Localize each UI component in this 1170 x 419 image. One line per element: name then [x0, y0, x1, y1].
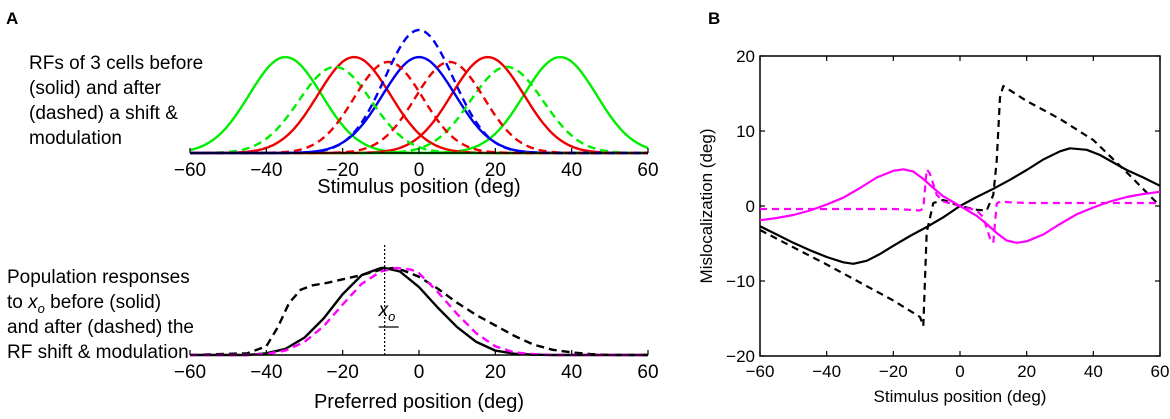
chart-a-bottom: −60 −40 −20 0 20 40 60 Preferred position (deg… — [7, 245, 659, 413]
a-bottom-annotation-var: x — [27, 292, 39, 313]
a-top-curves — [189, 28, 649, 155]
a-bottom-annotation-line-1: Population responses — [7, 267, 190, 288]
a-top-annotation-line-4: modulation — [29, 128, 122, 149]
a-bottom-tick-label: −60 — [174, 362, 206, 383]
b-xtick-label: −20 — [879, 362, 908, 381]
a-bottom-annotation-line-2: to xo before (solid) — [7, 292, 161, 316]
b-xtick-label: 40 — [1084, 362, 1103, 381]
b-xtick-label: −40 — [812, 362, 841, 381]
panel-b-label: B — [708, 9, 720, 28]
a-bottom-curves — [189, 266, 648, 357]
a-bottom-series-after-dashed-black — [189, 266, 648, 357]
a-top-series-red-dashed-left — [190, 60, 648, 155]
a-top-series-green-dashed-right — [190, 65, 649, 155]
a-bottom-ticks: −60 −40 −20 0 20 40 60 — [174, 350, 659, 383]
a-bottom-tick-label: −40 — [250, 362, 282, 383]
b-curves — [759, 84, 1161, 328]
a-top-series-red-dashed-right — [190, 60, 648, 155]
a-bottom-tick-label: 40 — [561, 362, 582, 383]
b-ytick-label: 10 — [736, 122, 755, 141]
a-top-tick-label: 60 — [637, 160, 658, 181]
a-top-tick-label: 40 — [561, 160, 582, 181]
a-bottom-series-before-solid — [190, 266, 648, 357]
chart-a-top: −60 −40 −20 0 20 40 60 Stimulus position (deg)… — [29, 28, 659, 198]
a-top-series-green-dashed-left — [190, 65, 648, 155]
a-top-tick-label: 20 — [485, 160, 506, 181]
a-bottom-tick-label: 20 — [485, 362, 506, 383]
b-xlabel: Stimulus position (deg) — [874, 387, 1047, 406]
a-bottom-annotation-suffix: before (solid) — [45, 292, 161, 313]
b-ytick-label: −10 — [726, 272, 755, 291]
a-top-tick-label: −20 — [327, 160, 359, 181]
a-top-tick-label: −40 — [250, 160, 282, 181]
a-bottom-tick-label: 0 — [414, 362, 425, 383]
x0-marker-var: x — [378, 300, 390, 321]
a-bottom-tick-label: −20 — [327, 362, 359, 383]
b-xtick-label: 0 — [955, 362, 964, 381]
b-ytick-label: −20 — [726, 347, 755, 366]
a-top-annotation-line-3: (dashed) a shift & — [29, 103, 178, 124]
a-top-tick-label: 0 — [414, 160, 425, 181]
b-ytick-label: 0 — [746, 197, 755, 216]
b-xtick-label: 60 — [1151, 362, 1170, 381]
panel-a-label: A — [6, 9, 18, 28]
chart-b: −60 −40 −20 0 20 40 60 −20 −10 0 10 20 Stimulus pos… — [697, 47, 1169, 406]
b-xtick-label: 20 — [1017, 362, 1036, 381]
a-top-xlabel: Stimulus position (deg) — [317, 176, 520, 198]
a-bottom-tick-label: 60 — [637, 362, 658, 383]
x0-marker-sub: o — [388, 309, 395, 324]
a-bottom-series-after-dashed-magenta — [190, 266, 648, 357]
b-series-magenta-dashed — [760, 168, 1160, 244]
a-top-annotation-line-2: (solid) and after — [29, 78, 162, 99]
a-top-annotation-line-1: RFs of 3 cells before — [29, 53, 203, 74]
b-ylabel: Mislocalization (deg) — [697, 129, 716, 284]
a-top-series-red-solid-right — [190, 55, 648, 155]
b-ytick-label: 20 — [736, 47, 755, 66]
b-ticks: −60 −40 −20 0 20 40 60 −20 −10 0 10 20 — [726, 47, 1169, 381]
a-bottom-annotation-prefix: to — [7, 292, 28, 313]
a-bottom-annotation-line-4: RF shift & modulation — [7, 342, 189, 363]
a-top-ticks: −60 −40 −20 0 20 40 60 — [174, 148, 659, 181]
x0-marker-label: xo — [378, 300, 396, 324]
a-bottom-annotation-line-3: and after (dashed) the — [7, 317, 194, 338]
a-bottom-xlabel: Preferred position (deg) — [314, 391, 524, 413]
a-bottom-annotation-sub: o — [38, 301, 45, 316]
a-top-tick-label: −60 — [174, 160, 206, 181]
b-xtick-label: −60 — [746, 362, 775, 381]
